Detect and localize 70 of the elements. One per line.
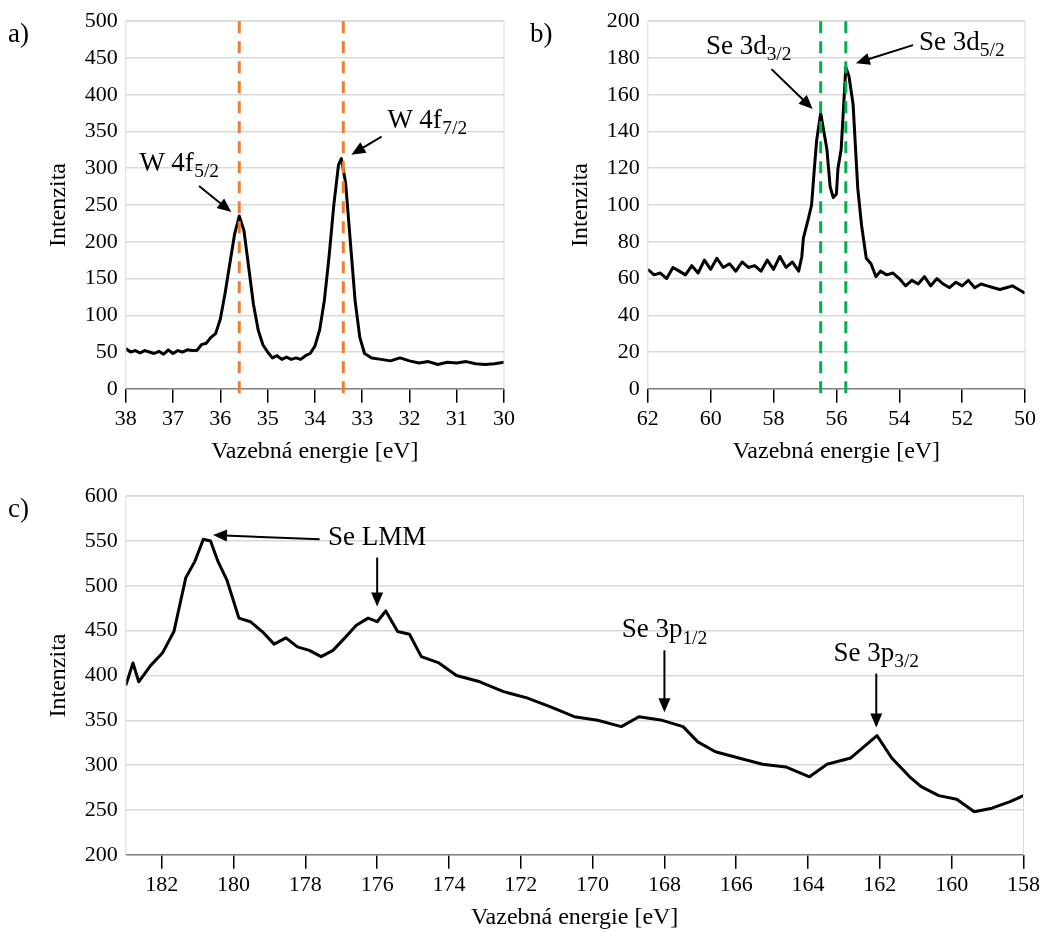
x-tick-label: 170: [576, 870, 610, 896]
y-tick-label: 400: [84, 661, 118, 687]
x-tick-label: 35: [256, 404, 279, 430]
y-tick-label: 450: [84, 43, 118, 69]
x-tick-label: 162: [863, 870, 897, 896]
y-tick-label: 250: [84, 795, 118, 821]
x-axis-title: Vazebná energie [eV]: [732, 436, 941, 463]
y-tick-label: 160: [606, 80, 640, 106]
x-tick-label: 36: [209, 404, 232, 430]
y-tick-label: 400: [84, 80, 118, 106]
y-tick-label: 350: [84, 117, 118, 143]
y-tick-label: 40: [617, 301, 640, 327]
y-tick-label: 550: [84, 526, 118, 552]
x-tick-label: 182: [145, 870, 179, 896]
y-axis-title: Intenzita: [565, 162, 592, 247]
y-tick-label: 200: [84, 227, 118, 253]
x-tick-label: 38: [114, 404, 137, 430]
x-tick-label: 30: [493, 404, 515, 430]
x-axis-title: Vazebná energie [eV]: [470, 902, 679, 929]
x-tick-label: 34: [303, 404, 326, 430]
x-tick-label: 172: [504, 870, 538, 896]
x-tick-label: 158: [1007, 870, 1040, 896]
x-tick-label: 50: [1014, 404, 1036, 430]
y-tick-label: 500: [84, 6, 118, 32]
x-tick-label: 178: [288, 870, 322, 896]
chart-title: c): [8, 493, 29, 524]
y-tick-label: 150: [84, 264, 118, 290]
y-tick-label: 200: [606, 6, 640, 32]
y-tick-label: 500: [84, 571, 118, 597]
y-tick-label: 50: [95, 337, 118, 363]
x-tick-label: 62: [636, 404, 659, 430]
x-tick-label: 32: [398, 404, 421, 430]
y-tick-label: 140: [606, 117, 640, 143]
x-tick-label: 31: [445, 404, 468, 430]
y-tick-label: 100: [84, 301, 118, 327]
y-tick-label: 80: [617, 227, 640, 253]
y-tick-label: 120: [606, 154, 640, 180]
x-tick-label: 37: [162, 404, 185, 430]
y-tick-label: 100: [606, 190, 640, 216]
x-tick-label: 160: [935, 870, 969, 896]
y-tick-label: 600: [84, 481, 118, 507]
chart-title: b): [530, 18, 553, 49]
y-tick-label: 60: [617, 264, 640, 290]
y-tick-label: 200: [84, 840, 118, 866]
y-tick-label: 350: [84, 706, 118, 732]
annotation: Se LMM: [328, 520, 427, 551]
x-tick-label: 56: [825, 404, 848, 430]
chart-title: a): [8, 18, 29, 49]
x-axis-title: Vazebná energie [eV]: [211, 436, 419, 463]
x-tick-label: 58: [762, 404, 785, 430]
y-tick-label: 300: [84, 750, 118, 776]
x-tick-label: 164: [791, 870, 825, 896]
y-tick-label: 180: [606, 43, 640, 69]
y-axis-title: Intenzita: [43, 162, 70, 247]
x-tick-label: 54: [888, 404, 911, 430]
x-tick-label: 168: [647, 870, 681, 896]
x-tick-label: 52: [951, 404, 974, 430]
y-tick-label: 0: [106, 374, 118, 400]
x-tick-label: 176: [360, 870, 394, 896]
y-tick-label: 250: [84, 190, 118, 216]
x-tick-label: 33: [351, 404, 374, 430]
x-tick-label: 60: [699, 404, 722, 430]
y-tick-label: 450: [84, 616, 118, 642]
y-axis-title: Intenzita: [43, 633, 70, 718]
x-tick-label: 180: [217, 870, 251, 896]
x-tick-label: 166: [719, 870, 753, 896]
y-tick-label: 300: [84, 154, 118, 180]
y-tick-label: 20: [617, 337, 640, 363]
y-tick-label: 0: [628, 374, 640, 400]
x-tick-label: 174: [432, 870, 466, 896]
